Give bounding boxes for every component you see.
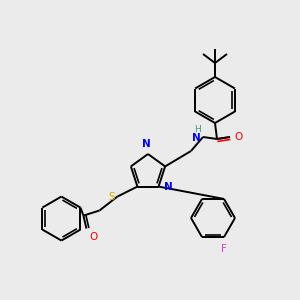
Text: N: N — [192, 133, 201, 143]
Text: F: F — [221, 244, 227, 254]
Text: N: N — [164, 182, 172, 192]
Text: O: O — [234, 132, 242, 142]
Text: N: N — [142, 139, 150, 149]
Text: H: H — [194, 125, 201, 134]
Text: S: S — [109, 192, 116, 202]
Text: O: O — [89, 232, 98, 242]
